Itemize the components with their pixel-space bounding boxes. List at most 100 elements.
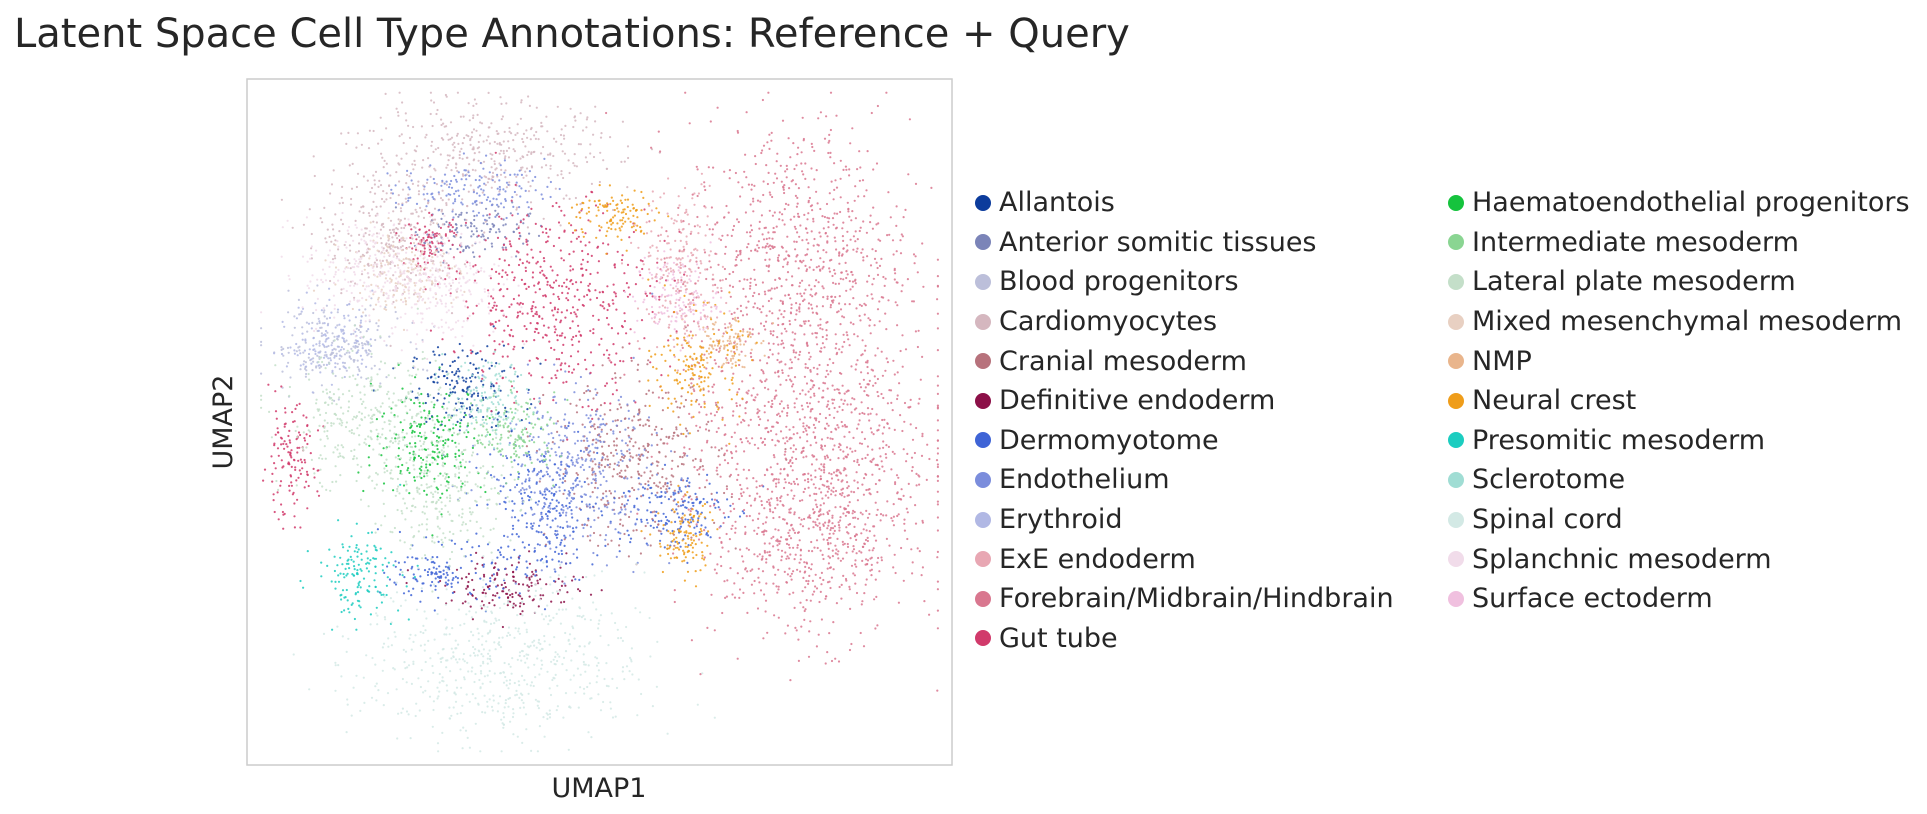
scatter-point: [693, 203, 696, 206]
scatter-point: [686, 477, 689, 480]
scatter-point: [561, 150, 564, 153]
scatter-point: [916, 271, 919, 274]
scatter-point: [323, 206, 326, 209]
scatter-point: [708, 228, 711, 231]
scatter-point: [719, 238, 723, 242]
scatter-point: [895, 205, 898, 208]
scatter-point: [499, 453, 502, 456]
scatter-point: [675, 428, 678, 431]
scatter-point: [729, 504, 732, 507]
scatter-point: [834, 240, 837, 243]
scatter-point: [531, 513, 534, 517]
scatter-point: [841, 487, 845, 490]
scatter-point: [589, 152, 592, 155]
scatter-point: [767, 342, 771, 345]
scatter-point: [640, 518, 643, 521]
scatter-point: [322, 363, 325, 366]
scatter-point: [394, 560, 397, 563]
scatter-point: [555, 401, 558, 404]
scatter-point: [809, 410, 812, 413]
scatter-point: [503, 171, 506, 174]
scatter-point: [451, 208, 454, 211]
scatter-point: [662, 527, 665, 530]
scatter-point: [845, 270, 848, 273]
scatter-point: [404, 112, 407, 115]
scatter-point: [793, 531, 797, 535]
scatter-point: [507, 156, 511, 159]
scatter-point: [433, 353, 436, 356]
scatter-point: [453, 200, 457, 203]
scatter-point: [685, 240, 688, 243]
scatter-point: [813, 546, 816, 549]
scatter-point: [422, 193, 425, 196]
scatter-point: [668, 323, 671, 326]
scatter-point: [761, 281, 765, 284]
scatter-point: [613, 501, 616, 504]
scatter-point: [848, 215, 851, 218]
scatter-point: [429, 223, 432, 226]
scatter-point: [470, 235, 473, 238]
scatter-point: [630, 359, 633, 362]
scatter-point: [588, 506, 592, 509]
scatter-point: [589, 143, 592, 146]
scatter-point: [840, 597, 843, 600]
scatter-point: [312, 360, 315, 363]
scatter-point: [493, 162, 496, 166]
scatter-point: [819, 504, 822, 507]
scatter-point: [618, 544, 621, 547]
scatter-point: [868, 324, 871, 327]
scatter-point: [438, 193, 441, 196]
scatter-point: [343, 317, 346, 320]
scatter-point: [568, 421, 571, 424]
scatter-point: [793, 240, 796, 243]
scatter-point: [591, 473, 594, 476]
scatter-point: [444, 581, 447, 584]
scatter-point: [825, 329, 828, 332]
scatter-point: [514, 580, 517, 584]
scatter-point: [879, 455, 882, 458]
scatter-point: [573, 164, 576, 167]
scatter-point: [913, 262, 916, 265]
scatter-point: [446, 573, 449, 577]
scatter-point: [764, 328, 767, 331]
scatter-point: [562, 176, 565, 180]
scatter-point: [637, 246, 640, 249]
scatter-point: [596, 391, 599, 394]
scatter-point: [888, 233, 891, 236]
scatter-point: [822, 265, 825, 268]
scatter-point: [816, 367, 819, 370]
scatter-point: [472, 188, 475, 191]
scatter-point: [362, 211, 365, 214]
scatter-point: [537, 435, 540, 439]
scatter-point: [618, 537, 622, 541]
scatter-point: [715, 410, 719, 414]
scatter-point: [582, 468, 586, 471]
scatter-point: [490, 166, 493, 169]
scatter-point: [595, 438, 598, 441]
scatter-point: [330, 311, 333, 314]
scatter-point: [781, 300, 784, 303]
scatter-point: [381, 156, 384, 159]
scatter-point: [577, 588, 580, 591]
scatter-point: [623, 504, 626, 507]
scatter-point: [509, 489, 512, 492]
scatter-point: [853, 460, 856, 463]
scatter-point: [839, 308, 843, 311]
scatter-point: [483, 193, 486, 196]
scatter-point: [681, 512, 684, 515]
scatter-point: [582, 450, 586, 453]
scatter-point: [845, 168, 848, 171]
scatter-point: [802, 430, 805, 434]
scatter-point: [502, 587, 505, 590]
scatter-point: [475, 367, 478, 370]
scatter-point: [753, 553, 756, 556]
scatter-point: [680, 498, 684, 501]
scatter-point: [759, 437, 763, 440]
scatter-point: [412, 168, 415, 171]
scatter-point: [475, 203, 478, 206]
scatter-point: [539, 578, 542, 581]
scatter-point: [828, 413, 831, 417]
scatter-point: [465, 390, 468, 394]
scatter-point: [790, 366, 793, 370]
scatter-point: [334, 374, 337, 378]
